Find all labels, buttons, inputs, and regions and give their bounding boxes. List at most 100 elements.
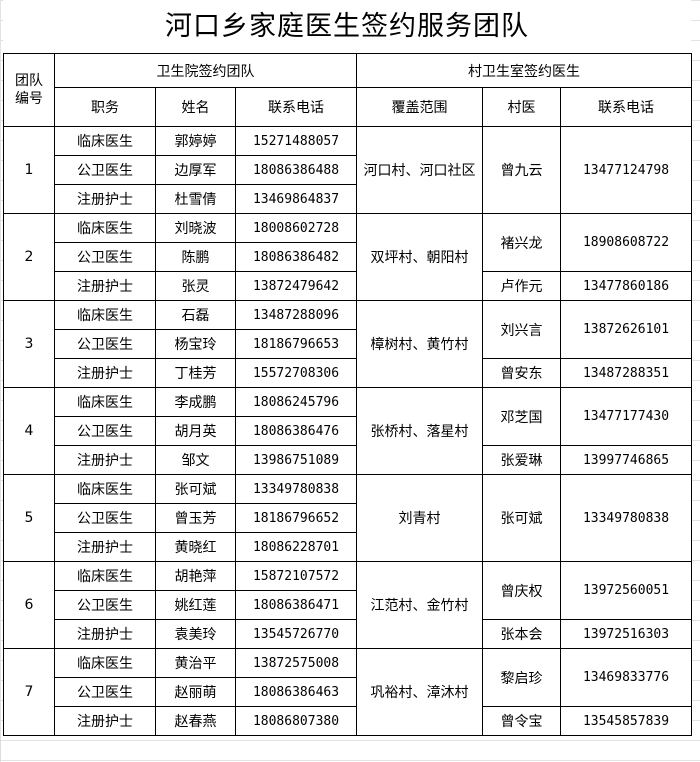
member-phone: 18186796652 [235,503,357,533]
header-hospital-group: 卫生院签约团队 [54,53,357,88]
coverage-area: 巩裕村、漳沐村 [356,648,483,736]
coverage-area: 刘青村 [356,474,483,562]
table-row: 3 临床医生 石磊 13487288096 樟树村、黄竹村 刘兴言 13872626101 [3,300,692,388]
village-doctor-phone: 13545857839 [560,706,692,736]
member-role: 注册护士 [54,706,156,736]
member-name: 袁美玲 [155,619,236,649]
table-row: 公卫医生 陈鹏 18086386482 [4,242,692,272]
member-role: 注册护士 [54,184,156,214]
table-row: 注册护士 黄晓红 18086228701 [4,532,692,562]
member-role: 注册护士 [54,619,156,649]
member-role: 临床医生 [54,300,156,330]
table-row: 公卫医生 姚红莲 18086386471 [4,590,692,620]
member-phone: 18086386488 [235,155,357,185]
member-role: 临床医生 [54,474,156,504]
member-phone: 18086386482 [235,242,357,272]
member-role: 注册护士 [54,532,156,562]
table-row: 公卫医生 胡月英 18086386476 [4,416,692,446]
member-name: 陈鹏 [155,242,236,272]
member-role: 公卫医生 [54,503,156,533]
team-number: 6 [3,561,55,649]
member-phone: 15572708306 [235,358,357,388]
member-phone: 18008602728 [235,213,357,243]
member-role: 临床医生 [54,126,156,156]
table-row: 4 临床医生 李成鹏 18086245796 张桥村、落星村 邓芝国 13477177430 [3,387,692,475]
header-coverage: 覆盖范围 [356,87,483,127]
village-doctor-name: 曾九云 [482,126,561,214]
member-role: 公卫医生 [54,329,156,359]
village-doctor-name: 黎启珍 [482,648,561,707]
village-doctor-name: 曾令宝 [482,706,561,736]
header-phone: 联系电话 [235,87,357,127]
member-role: 注册护士 [54,271,156,301]
village-doctor-phone: 13972560051 [560,561,692,620]
table-row: 注册护士 杜雪倩 13469864837 [4,184,692,214]
table-row: 公卫医生 赵丽萌 18086386463 [4,677,692,707]
table-row: 5 临床医生 张可斌 13349780838 刘青村 张可斌 13349780838 [3,474,692,562]
member-role: 公卫医生 [54,242,156,272]
table-row: 1 临床医生 郭婷婷 15271488057 河口村、河口社区 曾九云 1347712479… [3,126,692,214]
member-role: 临床医生 [54,387,156,417]
team-number: 2 [3,213,55,301]
member-phone: 13487288096 [235,300,357,330]
village-doctor-name: 张可斌 [482,474,561,562]
member-name: 杜雪倩 [155,184,236,214]
table-row: 注册护士 赵春燕 18086807380 曾令宝 13545857839 [4,706,692,736]
table-row: 7 临床医生 黄治平 13872575008 巩裕村、漳沐村 黎启珍 13469833776 [3,648,692,736]
header-village-phone: 联系电话 [560,87,692,127]
member-phone: 15872107572 [235,561,357,591]
table-row: 注册护士 邹文 13986751089 张爱琳 13997746865 [4,445,692,475]
member-phone: 18086386471 [235,590,357,620]
team-rows: 1 临床医生 郭婷婷 15271488057 河口村、河口社区 曾九云 1347712479… [3,126,692,736]
header-role: 职务 [54,87,156,127]
member-phone: 18186796653 [235,329,357,359]
member-role: 注册护士 [54,358,156,388]
page-title: 河口乡家庭医生签约服务团队 [3,0,691,53]
village-doctor-phone: 13487288351 [560,358,692,388]
village-doctor-name: 卢作元 [482,271,561,301]
member-phone: 13872479642 [235,271,357,301]
village-doctor-name: 张爱琳 [482,445,561,475]
coverage-area: 双坪村、朝阳村 [356,213,483,301]
table-row: 公卫医生 边厚军 18086386488 [4,155,692,185]
member-phone: 13986751089 [235,445,357,475]
village-doctor-phone: 13997746865 [560,445,692,475]
member-role: 公卫医生 [54,677,156,707]
member-name: 黄治平 [155,648,236,678]
village-doctor-phone: 13872626101 [560,300,692,359]
empty-sheet-area [0,736,700,762]
coverage-area: 河口村、河口社区 [356,126,483,214]
member-role: 临床医生 [54,648,156,678]
member-role: 公卫医生 [54,155,156,185]
member-name: 张可斌 [155,474,236,504]
member-name: 丁桂芳 [155,358,236,388]
member-name: 邹文 [155,445,236,475]
village-doctor-name: 刘兴言 [482,300,561,359]
member-phone: 15271488057 [235,126,357,156]
member-name: 刘晓波 [155,213,236,243]
table-row: 6 临床医生 胡艳萍 15872107572 江范村、金竹村 曾庆权 13972560051 [3,561,692,649]
coverage-area: 张桥村、落星村 [356,387,483,475]
village-doctor-name: 邓芝国 [482,387,561,446]
table-row: 公卫医生 杨宝玲 18186796653 [4,329,692,359]
village-doctor-phone: 13477124798 [560,126,692,214]
member-role: 注册护士 [54,445,156,475]
table-row: 2 临床医生 刘晓波 18008602728 双坪村、朝阳村 褚兴龙 18908608722 [3,213,692,301]
header-team-no: 团队编号 [3,53,55,127]
member-name: 边厚军 [155,155,236,185]
team-number: 5 [3,474,55,562]
member-phone: 13872575008 [235,648,357,678]
coverage-area: 江范村、金竹村 [356,561,483,649]
member-role: 公卫医生 [54,590,156,620]
member-name: 黄晓红 [155,532,236,562]
member-phone: 18086386463 [235,677,357,707]
village-doctor-phone: 13477177430 [560,387,692,446]
member-name: 胡艳萍 [155,561,236,591]
member-name: 李成鹏 [155,387,236,417]
table-row: 公卫医生 曾玉芳 18186796652 [4,503,692,533]
member-phone: 18086386476 [235,416,357,446]
header-name: 姓名 [155,87,236,127]
member-role: 公卫医生 [54,416,156,446]
member-phone: 13349780838 [235,474,357,504]
member-phone: 13545726770 [235,619,357,649]
